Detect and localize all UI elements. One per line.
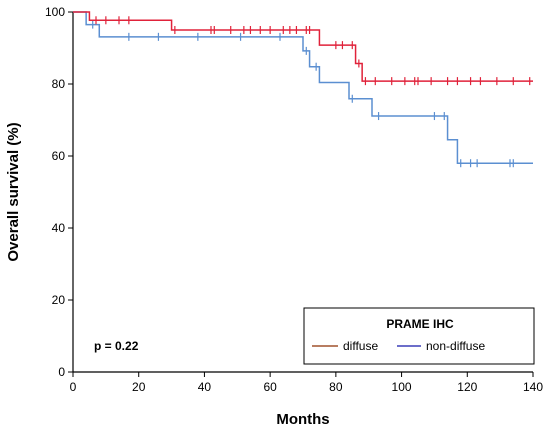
x-tick-label-7: 140 bbox=[523, 380, 543, 394]
x-tick-label-2: 40 bbox=[198, 380, 212, 394]
legend: PRAME IHC diffuse non-diffuse bbox=[303, 307, 535, 365]
legend-title: PRAME IHC bbox=[386, 317, 454, 331]
y-tick-label-2: 40 bbox=[52, 221, 66, 235]
plot-area: 0 20 40 60 80 100 120 140 0 20 40 60 80 100 bbox=[45, 5, 543, 394]
series-line-non-diffuse bbox=[73, 11, 533, 164]
legend-box bbox=[303, 307, 535, 365]
x-axis-title: Months bbox=[276, 411, 329, 428]
legend-label-diffuse: diffuse bbox=[343, 339, 378, 353]
x-tick-label-5: 100 bbox=[392, 380, 412, 394]
y-tick-label-3: 60 bbox=[52, 149, 66, 163]
series-line-diffuse bbox=[73, 11, 533, 82]
y-tick-label-5: 100 bbox=[45, 5, 65, 19]
x-tick-label-0: 0 bbox=[70, 380, 77, 394]
x-tick-label-4: 80 bbox=[329, 380, 343, 394]
y-tick-label-0: 0 bbox=[58, 365, 65, 379]
y-tick-label-1: 20 bbox=[52, 293, 66, 307]
annotation-p-value: p = 0.22 bbox=[94, 339, 139, 353]
y-axis-title: Overall survival (%) bbox=[5, 122, 22, 261]
x-tick-label-1: 20 bbox=[132, 380, 146, 394]
x-tick-label-6: 120 bbox=[457, 380, 477, 394]
y-tick-label-4: 80 bbox=[52, 77, 66, 91]
x-tick-label-3: 60 bbox=[263, 380, 277, 394]
legend-label-non-diffuse: non-diffuse bbox=[426, 339, 485, 353]
